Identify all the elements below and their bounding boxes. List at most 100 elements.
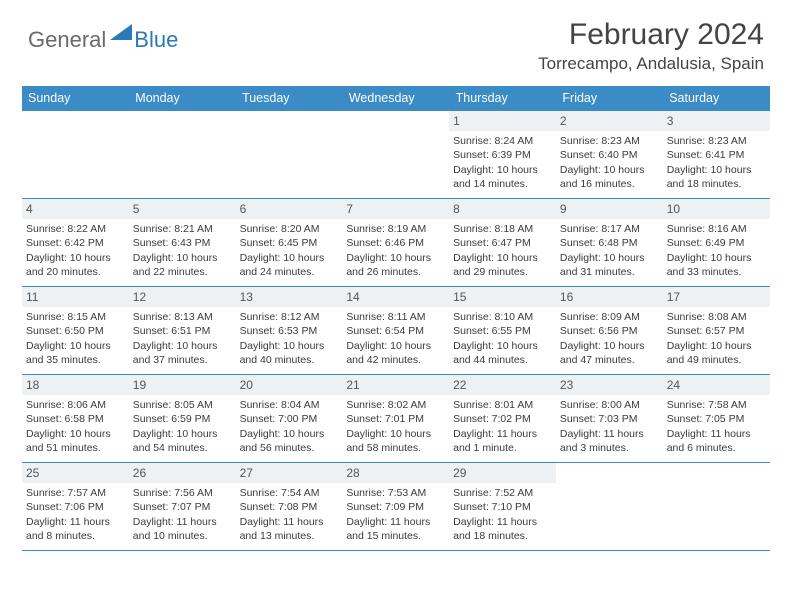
daylight-line: Daylight: 11 hours xyxy=(26,515,125,529)
daylight-line: and 29 minutes. xyxy=(453,265,552,279)
day-number: 23 xyxy=(556,375,663,395)
day-number: 10 xyxy=(663,199,770,219)
sunrise-line: Sunrise: 8:18 AM xyxy=(453,222,552,236)
sunset-line: Sunset: 7:06 PM xyxy=(26,500,125,514)
day-number: 6 xyxy=(236,199,343,219)
day-number: 4 xyxy=(22,199,129,219)
day-cell: 3Sunrise: 8:23 AMSunset: 6:41 PMDaylight… xyxy=(663,111,770,199)
sunrise-line: Sunrise: 7:58 AM xyxy=(667,398,766,412)
sunrise-line: Sunrise: 7:54 AM xyxy=(240,486,339,500)
daylight-line: and 14 minutes. xyxy=(453,177,552,191)
daylight-line: Daylight: 10 hours xyxy=(346,427,445,441)
daylight-line: Daylight: 11 hours xyxy=(133,515,232,529)
sunset-line: Sunset: 6:48 PM xyxy=(560,236,659,250)
sunrise-line: Sunrise: 8:00 AM xyxy=(560,398,659,412)
day-cell xyxy=(236,111,343,199)
daylight-line: Daylight: 11 hours xyxy=(453,427,552,441)
sunrise-line: Sunrise: 8:13 AM xyxy=(133,310,232,324)
daylight-line: Daylight: 10 hours xyxy=(26,339,125,353)
daylight-line: and 18 minutes. xyxy=(453,529,552,543)
day-number: 21 xyxy=(342,375,449,395)
sunrise-line: Sunrise: 8:15 AM xyxy=(26,310,125,324)
day-cell: 12Sunrise: 8:13 AMSunset: 6:51 PMDayligh… xyxy=(129,287,236,375)
daylight-line: Daylight: 11 hours xyxy=(667,427,766,441)
day-number: 8 xyxy=(449,199,556,219)
sunset-line: Sunset: 6:49 PM xyxy=(667,236,766,250)
sunset-line: Sunset: 7:07 PM xyxy=(133,500,232,514)
daylight-line: Daylight: 10 hours xyxy=(453,339,552,353)
sunset-line: Sunset: 6:57 PM xyxy=(667,324,766,338)
daylight-line: Daylight: 10 hours xyxy=(346,339,445,353)
week-row: 11Sunrise: 8:15 AMSunset: 6:50 PMDayligh… xyxy=(22,287,770,375)
daylight-line: and 24 minutes. xyxy=(240,265,339,279)
sunrise-line: Sunrise: 8:23 AM xyxy=(560,134,659,148)
sunset-line: Sunset: 6:51 PM xyxy=(133,324,232,338)
day-cell: 22Sunrise: 8:01 AMSunset: 7:02 PMDayligh… xyxy=(449,375,556,463)
sunset-line: Sunset: 6:53 PM xyxy=(240,324,339,338)
daylight-line: Daylight: 10 hours xyxy=(133,251,232,265)
week-row: 4Sunrise: 8:22 AMSunset: 6:42 PMDaylight… xyxy=(22,199,770,287)
daylight-line: and 47 minutes. xyxy=(560,353,659,367)
day-cell: 28Sunrise: 7:53 AMSunset: 7:09 PMDayligh… xyxy=(342,463,449,551)
day-number: 1 xyxy=(449,111,556,131)
sunrise-line: Sunrise: 8:12 AM xyxy=(240,310,339,324)
daylight-line: Daylight: 10 hours xyxy=(240,427,339,441)
logo-text-general: General xyxy=(28,27,106,53)
location: Torrecampo, Andalusia, Spain xyxy=(538,54,764,74)
day-cell: 26Sunrise: 7:56 AMSunset: 7:07 PMDayligh… xyxy=(129,463,236,551)
sunrise-line: Sunrise: 7:52 AM xyxy=(453,486,552,500)
daylight-line: and 54 minutes. xyxy=(133,441,232,455)
sunset-line: Sunset: 6:55 PM xyxy=(453,324,552,338)
day-number: 18 xyxy=(22,375,129,395)
daylight-line: Daylight: 10 hours xyxy=(240,251,339,265)
day-number: 20 xyxy=(236,375,343,395)
day-cell: 17Sunrise: 8:08 AMSunset: 6:57 PMDayligh… xyxy=(663,287,770,375)
day-cell: 29Sunrise: 7:52 AMSunset: 7:10 PMDayligh… xyxy=(449,463,556,551)
daylight-line: Daylight: 10 hours xyxy=(560,251,659,265)
sunrise-line: Sunrise: 8:04 AM xyxy=(240,398,339,412)
day-number: 25 xyxy=(22,463,129,483)
sunset-line: Sunset: 6:56 PM xyxy=(560,324,659,338)
sunset-line: Sunset: 6:45 PM xyxy=(240,236,339,250)
day-number: 11 xyxy=(22,287,129,307)
sunrise-line: Sunrise: 8:22 AM xyxy=(26,222,125,236)
day-number: 17 xyxy=(663,287,770,307)
day-cell: 4Sunrise: 8:22 AMSunset: 6:42 PMDaylight… xyxy=(22,199,129,287)
day-number: 16 xyxy=(556,287,663,307)
daylight-line: and 37 minutes. xyxy=(133,353,232,367)
daylight-line: and 22 minutes. xyxy=(133,265,232,279)
day-cell: 20Sunrise: 8:04 AMSunset: 7:00 PMDayligh… xyxy=(236,375,343,463)
dow-header: Sunday xyxy=(22,86,129,111)
day-number: 14 xyxy=(342,287,449,307)
daylight-line: and 15 minutes. xyxy=(346,529,445,543)
day-cell: 18Sunrise: 8:06 AMSunset: 6:58 PMDayligh… xyxy=(22,375,129,463)
daylight-line: Daylight: 10 hours xyxy=(26,427,125,441)
sunset-line: Sunset: 6:47 PM xyxy=(453,236,552,250)
dow-header: Saturday xyxy=(663,86,770,111)
sunrise-line: Sunrise: 8:09 AM xyxy=(560,310,659,324)
daylight-line: Daylight: 10 hours xyxy=(560,163,659,177)
logo-text-blue: Blue xyxy=(134,27,178,53)
sunset-line: Sunset: 7:01 PM xyxy=(346,412,445,426)
sunrise-line: Sunrise: 8:11 AM xyxy=(346,310,445,324)
logo-triangle-icon xyxy=(110,24,132,45)
sunset-line: Sunset: 6:50 PM xyxy=(26,324,125,338)
day-number: 15 xyxy=(449,287,556,307)
sunset-line: Sunset: 6:41 PM xyxy=(667,148,766,162)
sunset-line: Sunset: 7:05 PM xyxy=(667,412,766,426)
sunset-line: Sunset: 6:43 PM xyxy=(133,236,232,250)
sunrise-line: Sunrise: 8:10 AM xyxy=(453,310,552,324)
dow-header: Friday xyxy=(556,86,663,111)
daylight-line: and 56 minutes. xyxy=(240,441,339,455)
sunrise-line: Sunrise: 7:53 AM xyxy=(346,486,445,500)
sunset-line: Sunset: 6:40 PM xyxy=(560,148,659,162)
day-number: 26 xyxy=(129,463,236,483)
day-number: 9 xyxy=(556,199,663,219)
sunset-line: Sunset: 6:59 PM xyxy=(133,412,232,426)
daylight-line: Daylight: 11 hours xyxy=(453,515,552,529)
daylight-line: Daylight: 10 hours xyxy=(667,163,766,177)
daylight-line: and 20 minutes. xyxy=(26,265,125,279)
day-number: 29 xyxy=(449,463,556,483)
dow-header: Tuesday xyxy=(236,86,343,111)
day-cell: 13Sunrise: 8:12 AMSunset: 6:53 PMDayligh… xyxy=(236,287,343,375)
